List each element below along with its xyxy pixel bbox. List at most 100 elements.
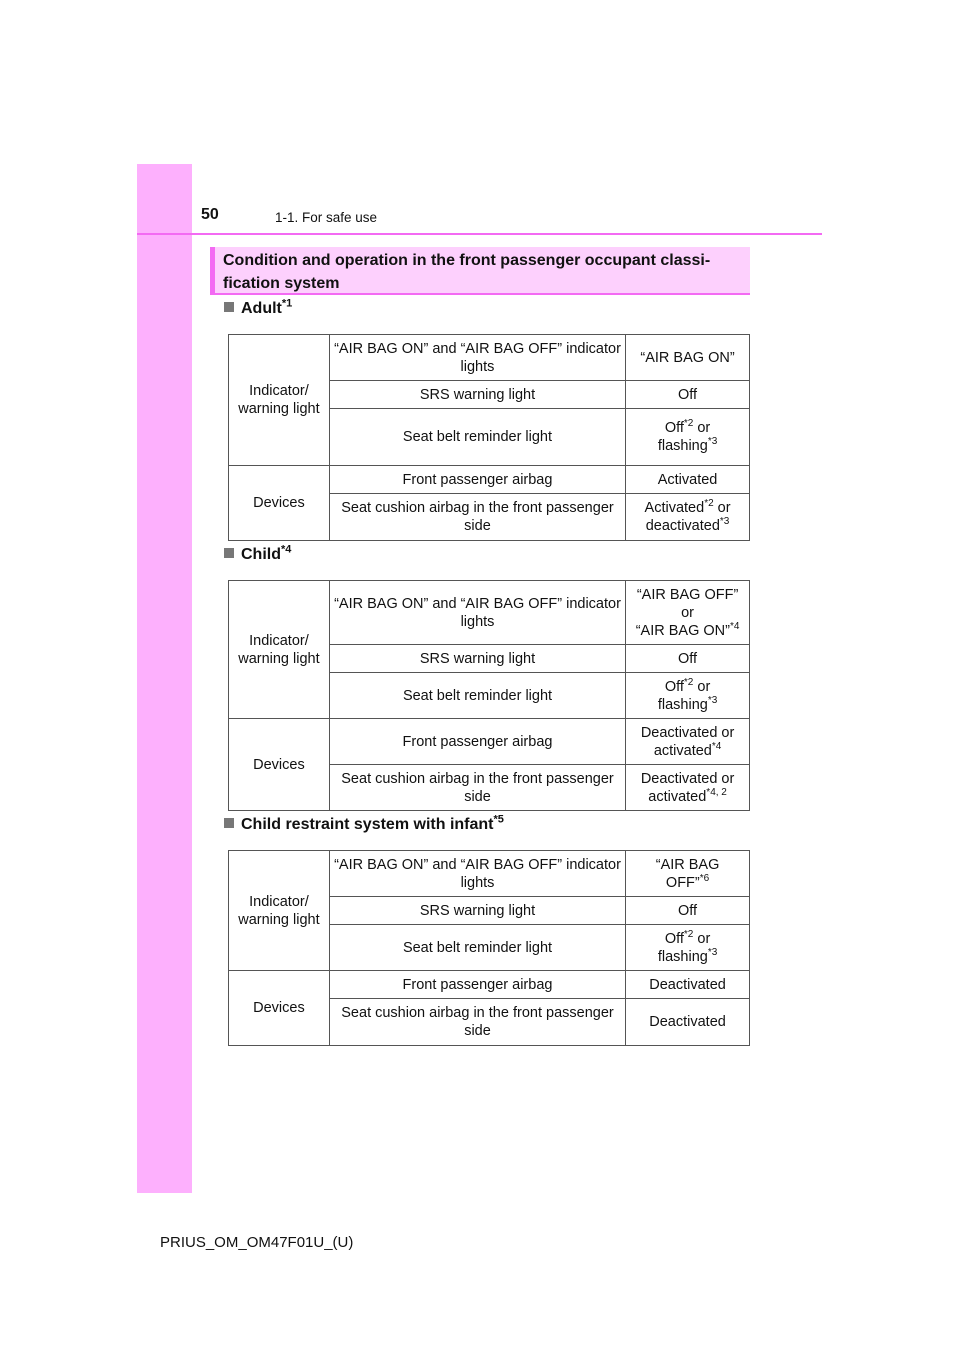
value-text: or: [713, 500, 731, 516]
square-bullet-icon: [224, 302, 234, 312]
value-text: Activated: [644, 500, 705, 516]
group-label-cell: Devices: [228, 718, 330, 811]
header-rule: [137, 233, 822, 235]
value-text: or: [693, 930, 711, 947]
status-table: Indicator/ warning light “AIR BAG ON” and…: [228, 334, 750, 541]
table-row: Seat belt reminder light Off*2 or flashing…: [229, 408, 750, 466]
value-cell: Off*2 or flashing*3: [625, 408, 750, 466]
value-text: flashing: [657, 438, 708, 454]
value-cell: “AIR BAG OFF” or “AIR BAG ON”*4: [625, 580, 750, 645]
value-cell: Deactivated: [625, 998, 750, 1046]
footnote-ref: *2: [683, 676, 694, 688]
section-heading-text: Adult: [241, 300, 282, 317]
value-cell: Deactivated or activated*4, 2: [625, 764, 750, 811]
table-row: SRS warning light Off: [229, 644, 750, 673]
footnote-ref: *6: [699, 872, 710, 884]
value-cell: Off*2 or flashing*3: [625, 672, 750, 719]
value-cell: Off: [625, 896, 750, 925]
group-label-cell: Indicator/ warning light: [228, 334, 330, 466]
value-text: Off: [664, 930, 684, 947]
table-row: Seat belt reminder light Off*2 or flashing…: [229, 672, 750, 719]
footnote-ref: *5: [493, 813, 504, 826]
topic-title: Condition and operation in the front pas…: [223, 249, 748, 295]
value-text: flashing: [657, 948, 708, 965]
group-label-cell: Indicator/ warning light: [228, 580, 330, 719]
page-number: 50: [201, 206, 219, 223]
table-row: Seat cushion airbag in the front passeng…: [229, 998, 750, 1046]
footnote-ref: *4, 2: [706, 786, 727, 798]
value-text: Off: [678, 902, 698, 919]
value-text: or: [693, 678, 711, 695]
item-cell: “AIR BAG ON” and “AIR BAG OFF” indicator…: [328, 580, 627, 645]
square-bullet-icon: [224, 548, 234, 558]
item-cell: Front passenger airbag: [328, 970, 627, 999]
table-row: SRS warning light Off: [229, 380, 750, 409]
value-cell: “AIR BAG OFF”*6: [625, 850, 750, 897]
value-text: Deactivated: [649, 976, 726, 993]
value-text: “AIR BAG: [655, 856, 720, 873]
table-row: SRS warning light Off: [229, 896, 750, 925]
item-cell: “AIR BAG ON” and “AIR BAG OFF” indicator…: [328, 850, 627, 897]
item-cell: Front passenger airbag: [328, 465, 627, 494]
value-text: Off: [678, 650, 698, 667]
value-text: activated: [648, 788, 707, 805]
value-text: or: [693, 420, 711, 436]
item-cell: Seat cushion airbag in the front passeng…: [328, 493, 627, 541]
section-heading: Child restraint system with infant*5: [224, 813, 504, 834]
title-accent-bar: [210, 247, 215, 295]
title-line: Condition and operation in the front pas…: [223, 252, 711, 269]
value-text: Off: [678, 386, 698, 403]
footnote-ref: *4: [281, 543, 292, 556]
value-cell: Activated*2 or deactivated*3: [625, 493, 750, 541]
value-text: “AIR BAG ON”: [635, 622, 730, 639]
footer-doc-code: PRIUS_OM_OM47F01U_(U): [160, 1234, 354, 1251]
item-cell: Seat belt reminder light: [328, 672, 627, 719]
value-cell: Deactivated: [625, 970, 750, 999]
section-heading-text: Child restraint system with infant: [241, 816, 494, 833]
footnote-ref: *3: [707, 436, 718, 448]
footnote-ref: *3: [719, 516, 730, 528]
item-cell: SRS warning light: [328, 644, 627, 673]
item-cell: Seat cushion airbag in the front passeng…: [328, 998, 627, 1046]
value-cell: Off: [625, 380, 750, 409]
value-cell: Off*2 or flashing*3: [625, 924, 750, 971]
table-row: Indicator/ warning light “AIR BAG ON” and…: [228, 334, 750, 466]
table-row: Seat belt reminder light Off*2 or flashing…: [229, 924, 750, 971]
section-heading: Child*4: [224, 543, 292, 564]
table-row: Seat cushion airbag in the front passeng…: [229, 764, 750, 811]
value-text: Deactivated or: [640, 770, 735, 787]
value-cell: Deactivated or activated*4: [625, 718, 750, 765]
status-table: Indicator/ warning light “AIR BAG ON” and…: [228, 850, 750, 1046]
value-text: or: [681, 604, 695, 621]
footnote-ref: *1: [281, 297, 293, 310]
footnote-ref: *4: [729, 620, 740, 632]
footnote-ref: *4: [711, 740, 722, 752]
value-text: deactivated: [645, 518, 720, 534]
value-text: Off: [664, 420, 684, 436]
value-text: flashing: [657, 696, 708, 713]
item-cell: Seat belt reminder light: [328, 408, 627, 466]
value-text: OFF”: [665, 874, 700, 891]
value-cell: Activated: [625, 465, 750, 494]
title-line: fication system: [223, 275, 340, 292]
item-cell: “AIR BAG ON” and “AIR BAG OFF” indicator…: [328, 334, 627, 381]
value-text: “AIR BAG OFF”: [636, 586, 739, 603]
footnote-ref: *3: [707, 946, 718, 958]
table-row: Indicator/ warning light “AIR BAG ON” and…: [228, 850, 750, 971]
section-heading-text: Child: [241, 546, 281, 563]
group-label-cell: Devices: [228, 970, 330, 1046]
value-text: Off: [664, 678, 684, 695]
group-label-cell: Devices: [228, 465, 330, 541]
table-row: Devices Front passenger airbag Activated: [228, 465, 750, 541]
footnote-ref: *3: [707, 694, 718, 706]
sidebar-tab: [137, 164, 192, 1193]
footnote-ref: *2: [683, 928, 694, 940]
table-row: Seat cushion airbag in the front passeng…: [229, 493, 750, 541]
item-cell: SRS warning light: [328, 380, 627, 409]
table-row: Indicator/ warning light “AIR BAG ON” and…: [228, 580, 750, 719]
value-text: “AIR BAG ON”: [640, 349, 735, 366]
table-row: Devices Front passenger airbag Deactivated: [228, 970, 750, 1046]
square-bullet-icon: [224, 818, 234, 828]
footnote-ref: *2: [704, 498, 714, 510]
